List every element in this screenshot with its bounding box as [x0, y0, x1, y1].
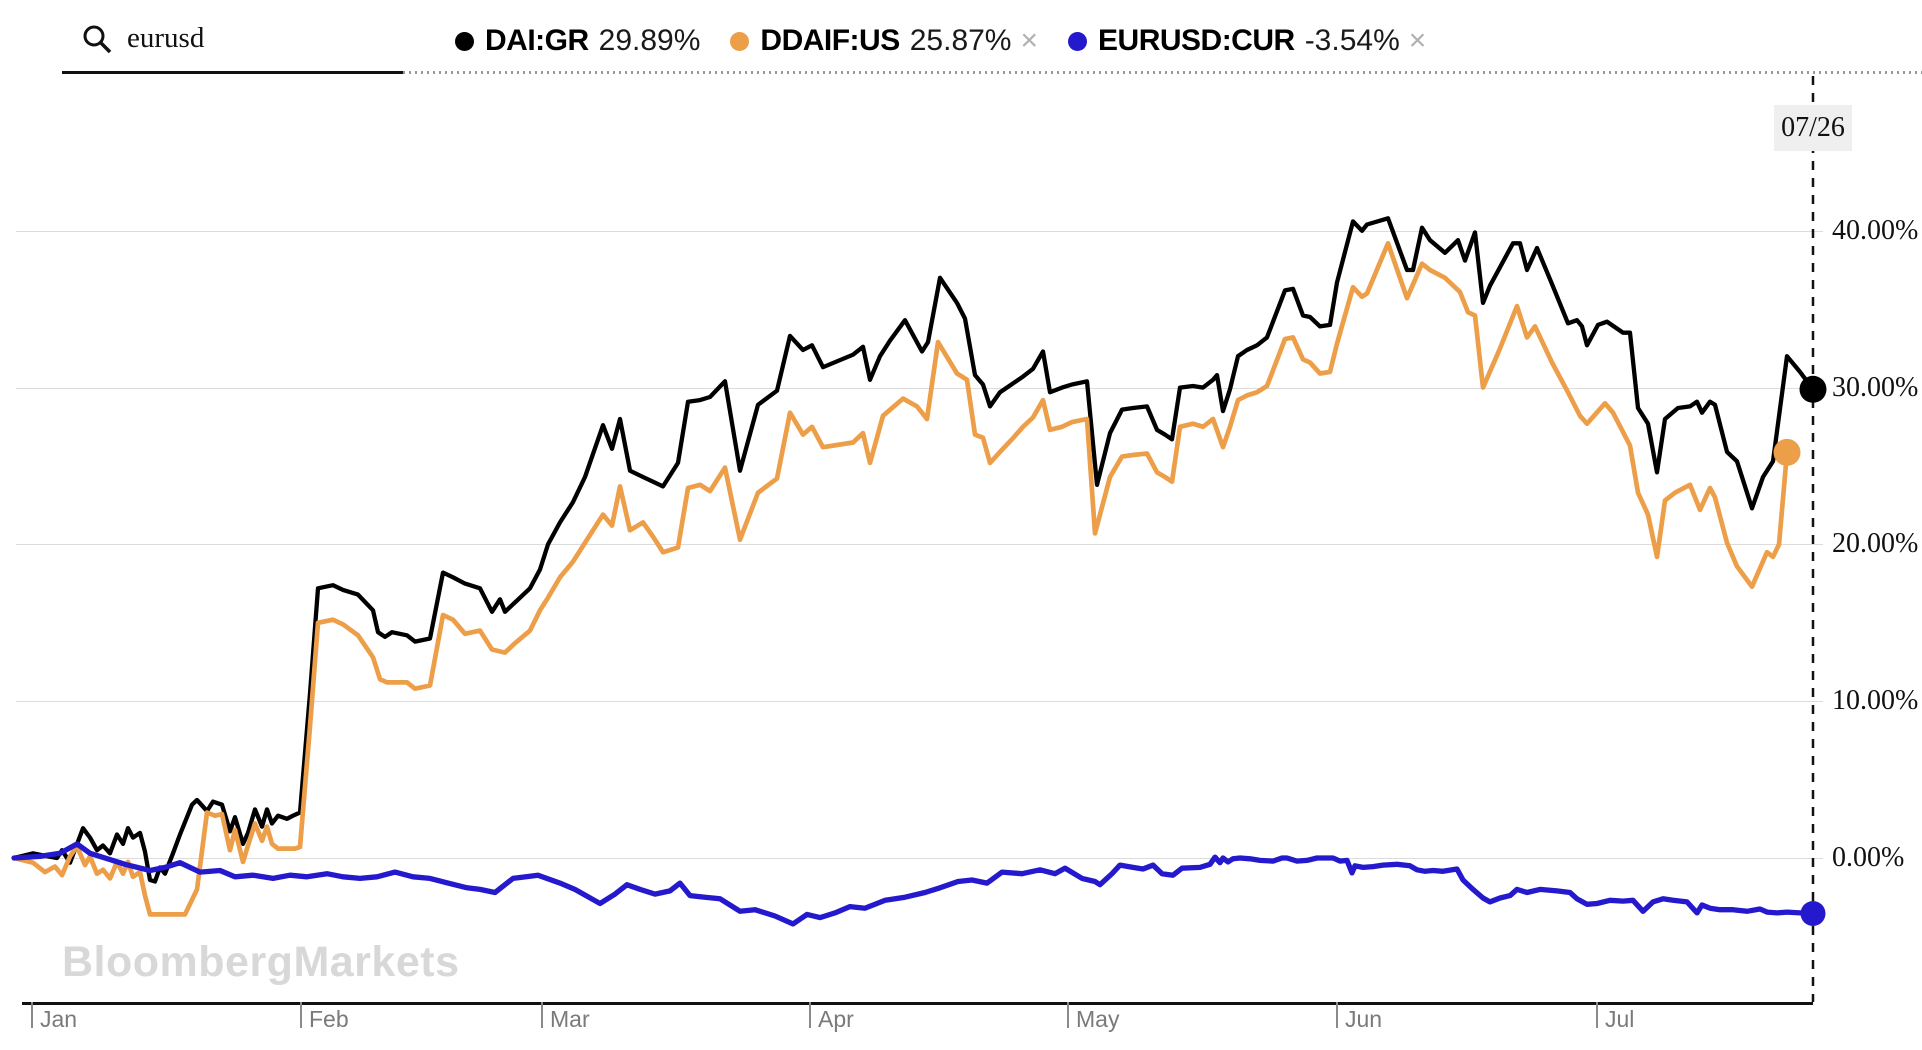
- top-dotted-rule: [403, 71, 1922, 74]
- gridline: [16, 544, 1823, 546]
- y-tick-label: 10.00%: [1832, 685, 1919, 717]
- bloomberg-markets-watermark: BloombergMarkets: [62, 938, 460, 986]
- search-input[interactable]: eurusd: [127, 22, 205, 54]
- gridline: [16, 387, 1823, 389]
- x-tick-label: Jul: [1605, 1006, 1635, 1032]
- gridline: [16, 858, 1823, 859]
- x-tick: [300, 1002, 302, 1028]
- x-tick-label: Feb: [309, 1006, 349, 1032]
- x-tick: [1596, 1002, 1598, 1028]
- x-tick-label: Jun: [1345, 1006, 1383, 1032]
- x-tick-label: Mar: [550, 1006, 590, 1032]
- eurusd-cur-end-dot: [1800, 901, 1826, 926]
- search-icon: [82, 24, 113, 60]
- legend-symbol: EURUSD:CUR: [1098, 24, 1295, 57]
- remove-series-icon[interactable]: ×: [1020, 24, 1039, 57]
- y-tick-label: 30.00%: [1832, 371, 1919, 403]
- y-tick-label: 40.00%: [1832, 214, 1919, 246]
- series-dot-icon: [455, 31, 474, 51]
- gridline: [16, 701, 1823, 703]
- x-tick: [1336, 1002, 1338, 1028]
- dai-gr-line: [11, 216, 1816, 884]
- series-dot-icon: [730, 31, 750, 51]
- legend-value: 25.87%: [909, 24, 1012, 57]
- x-tick: [541, 1002, 543, 1028]
- chart-legend: DAI:GR 29.89% DDAIF:US 25.87% × EURUSD:C…: [455, 20, 1426, 62]
- x-tick-label: Apr: [818, 1006, 854, 1032]
- x-tick: [31, 1002, 33, 1028]
- legend-value: -3.54%: [1304, 24, 1400, 57]
- legend-value: 29.89%: [598, 24, 701, 57]
- search-underline: [62, 71, 403, 74]
- dai-gr-end-dot: [1799, 375, 1827, 403]
- legend-symbol: DDAIF:US: [760, 24, 900, 57]
- ddaif-us-line: [11, 240, 1790, 917]
- x-tick: [1067, 1002, 1069, 1028]
- x-tick-label: Jan: [40, 1006, 78, 1032]
- y-tick-label: 0.00%: [1832, 842, 1905, 873]
- legend-item-dai-gr[interactable]: DAI:GR 29.89%: [455, 24, 700, 58]
- crosshair-date-flag: 07/26: [1774, 105, 1852, 151]
- series-dot-icon: [1068, 31, 1088, 51]
- legend-symbol: DAI:GR: [485, 24, 589, 57]
- x-axis-line: [22, 1002, 1813, 1005]
- ddaif-us-end-dot: [1773, 438, 1801, 466]
- x-tick-label: May: [1076, 1006, 1120, 1032]
- x-tick: [809, 1002, 811, 1028]
- remove-series-icon[interactable]: ×: [1408, 24, 1427, 57]
- eurusd-cur-line: [11, 841, 1816, 927]
- legend-item-ddaif-us[interactable]: DDAIF:US 25.87% ×: [730, 24, 1038, 58]
- y-tick-label: 20.00%: [1832, 528, 1919, 560]
- legend-item-eurusd-cur[interactable]: EURUSD:CUR -3.54% ×: [1068, 24, 1426, 58]
- gridline: [16, 230, 1823, 232]
